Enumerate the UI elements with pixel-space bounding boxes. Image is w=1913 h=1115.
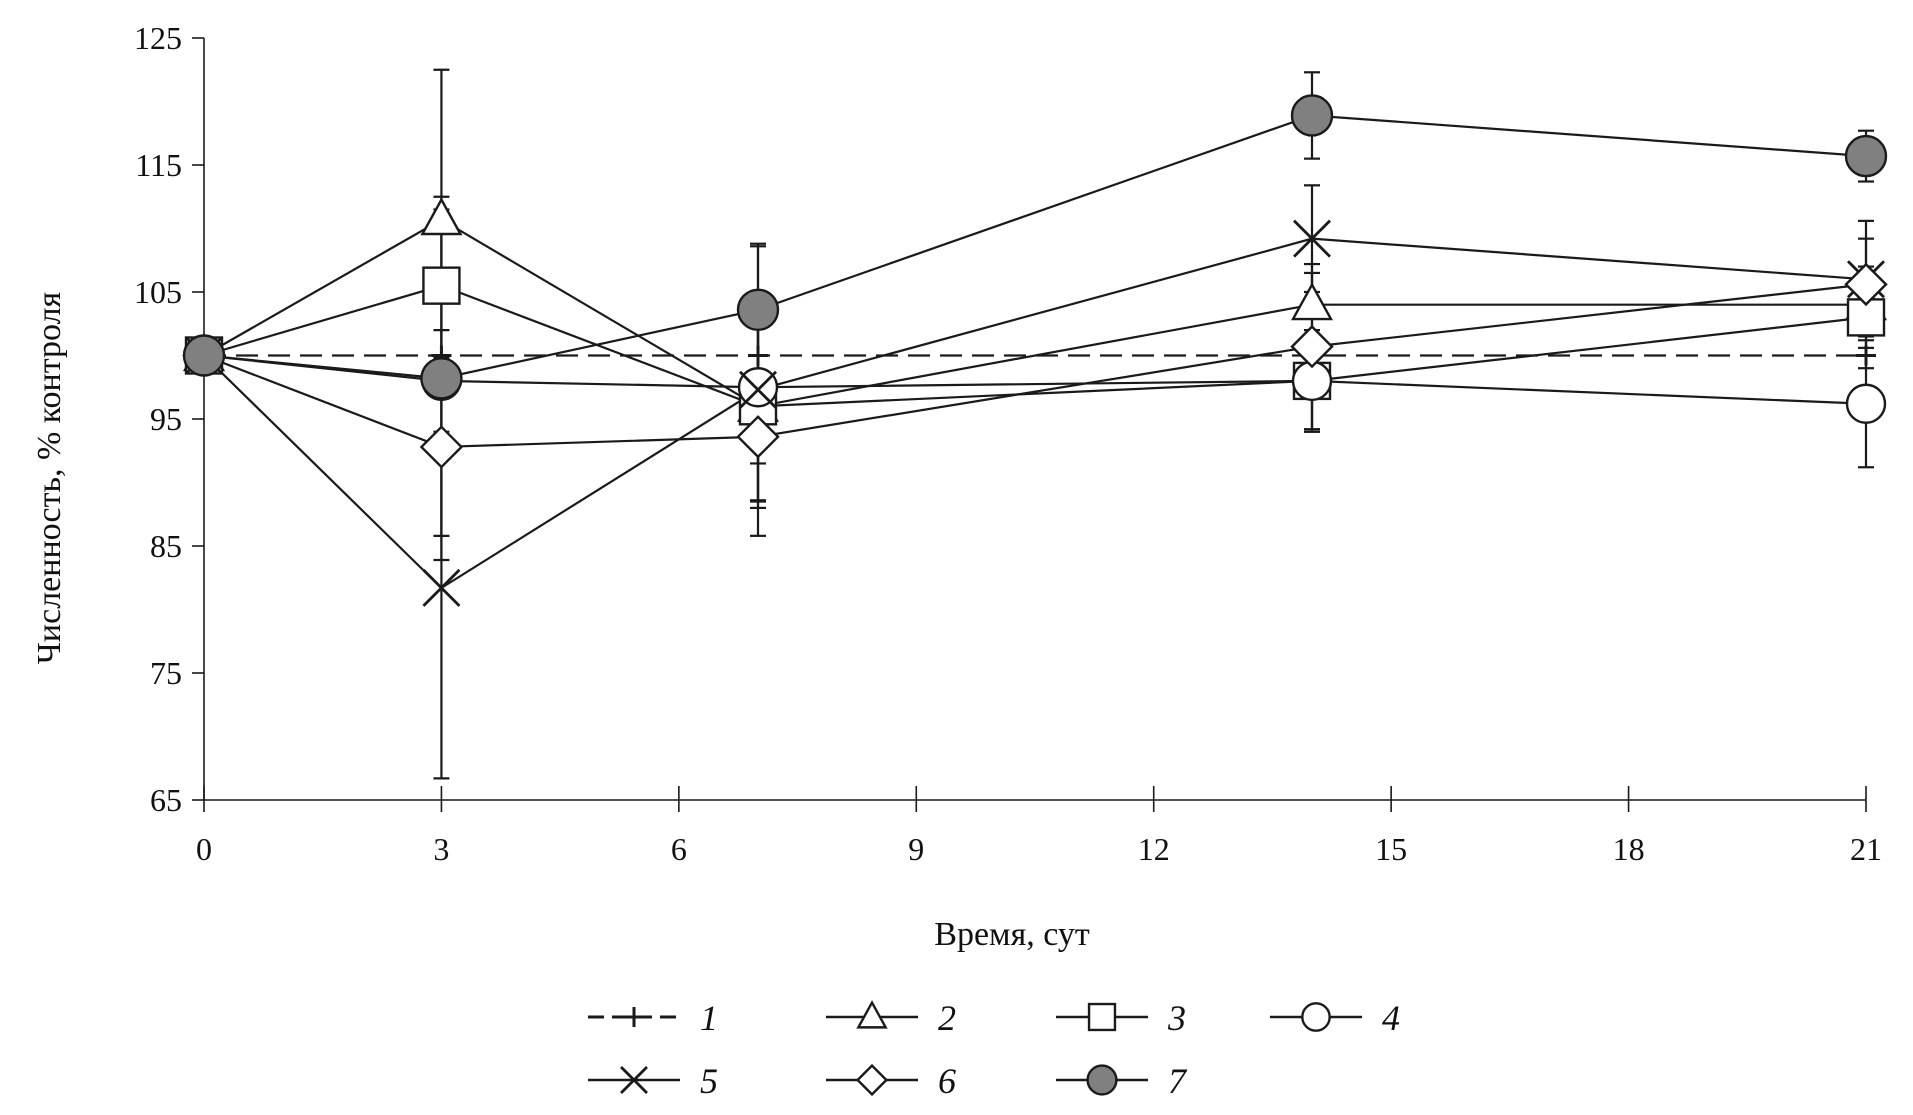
legend-label: 6 [938, 1061, 956, 1101]
x-tick-label: 9 [908, 831, 924, 867]
marker-shape [1290, 282, 1334, 321]
legend-marker-6 [855, 1063, 889, 1097]
marker-shape [420, 357, 463, 400]
data-point-series-6 [419, 425, 464, 469]
y-tick-label: 115 [135, 147, 182, 183]
marker-shape [1087, 1002, 1117, 1032]
data-point-series-2 [420, 197, 463, 236]
marker-shape [736, 415, 780, 459]
y-tick-label: 65 [150, 782, 182, 818]
data-point-series-3 [422, 266, 461, 305]
marker-shape [855, 1063, 889, 1097]
x-tick-label: 6 [671, 831, 687, 867]
data-point-series-4 [737, 367, 779, 408]
marker-shape [739, 370, 777, 409]
legend-item-1: 1 [588, 998, 718, 1038]
data-point-series-1 [1856, 345, 1876, 366]
data-point-series-4 [1845, 383, 1887, 424]
legend-item-4: 4 [1270, 998, 1400, 1038]
marker-shape [737, 367, 779, 408]
series-layer [203, 68, 1874, 780]
x-tick-label: 3 [433, 831, 449, 867]
data-point-series-7 [1290, 94, 1334, 137]
marker-shape [1301, 1002, 1331, 1032]
data-point-series-7 [736, 288, 780, 331]
legend-label: 7 [1168, 1061, 1188, 1101]
legend-marker-1 [624, 1007, 644, 1027]
legend-item-5: 5 [588, 1061, 718, 1101]
legend-label: 3 [1167, 998, 1186, 1038]
series-line-7 [203, 114, 1867, 380]
data-point-series-6 [1290, 324, 1334, 369]
marker-shape [1293, 219, 1331, 258]
marker-shape [1845, 383, 1887, 424]
legend-item-2: 2 [826, 998, 956, 1038]
legend-marker-4 [1301, 1002, 1331, 1032]
y-tick-label: 105 [134, 274, 182, 310]
legend-item-3: 3 [1056, 998, 1186, 1038]
y-tick-label: 85 [150, 528, 182, 564]
legend-label: 5 [700, 1061, 718, 1101]
y-tick-label: 125 [134, 20, 182, 56]
marker-shape [1844, 262, 1888, 307]
marker-shape [422, 568, 461, 607]
data-point-series-7 [420, 357, 463, 400]
legend-item-7: 7 [1056, 1061, 1188, 1101]
marker-shape [420, 197, 463, 236]
marker-shape [856, 1000, 888, 1029]
data-point-series-5 [1293, 219, 1331, 258]
marker-shape [182, 334, 226, 377]
x-tick-label: 15 [1375, 831, 1407, 867]
marker-shape [1844, 134, 1888, 178]
data-point-series-5 [739, 370, 777, 409]
data-point-series-2 [1290, 282, 1334, 321]
data-point-series-7 [182, 334, 226, 377]
data-point-series-1 [748, 345, 768, 366]
y-axis-title: Численность, % контроля [31, 291, 68, 664]
marker-shape [419, 425, 464, 469]
axes: 65 75 85 95 105 115 125 0 3 6 9 12 15 18 21 [134, 20, 1882, 867]
markers-layer [182, 94, 1888, 607]
legend-marker-7 [1086, 1064, 1118, 1096]
legend-label: 4 [1382, 998, 1400, 1038]
legend-item-6: 6 [826, 1061, 956, 1101]
marker-shape [736, 288, 780, 331]
marker-shape [422, 266, 461, 305]
legend-marker-2 [856, 1000, 888, 1029]
x-tick-label: 18 [1613, 831, 1645, 867]
data-point-series-5 [422, 568, 461, 607]
legend-marker-3 [1087, 1002, 1117, 1032]
y-tick-label: 95 [150, 401, 182, 437]
data-point-series-7 [1844, 134, 1888, 178]
x-tick-label: 21 [1850, 831, 1882, 867]
marker-shape [1086, 1064, 1118, 1096]
marker-shape [620, 1066, 648, 1094]
marker-shape [1290, 94, 1334, 137]
data-point-series-6 [1844, 262, 1888, 307]
data-point-series-6 [736, 415, 780, 459]
legend-label: 2 [938, 998, 956, 1038]
legend: 1 2 3 4 5 6 7 [588, 998, 1400, 1101]
y-tick-label: 75 [150, 655, 182, 691]
x-axis-title: Время, сут [934, 916, 1090, 953]
legend-label: 1 [700, 998, 718, 1038]
x-tick-label: 0 [196, 831, 212, 867]
marker-shape [1290, 324, 1334, 369]
legend-marker-5 [620, 1066, 648, 1094]
x-tick-label: 12 [1138, 831, 1170, 867]
